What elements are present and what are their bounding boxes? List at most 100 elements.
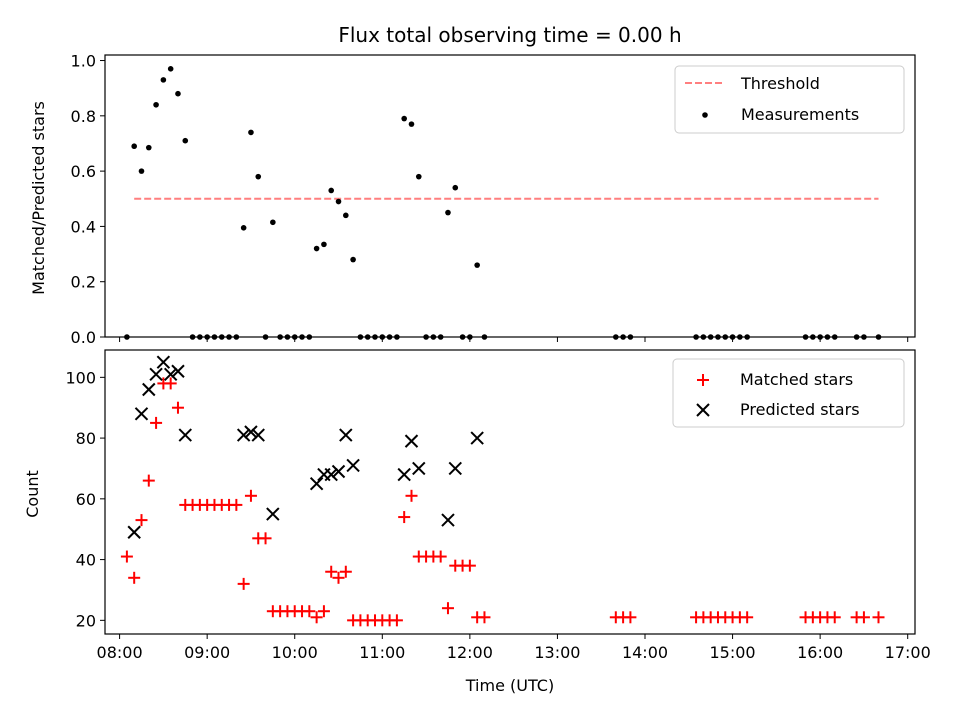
- matched-star-point: [463, 559, 476, 572]
- measurement-point: [744, 334, 750, 340]
- predicted-star-point: [309, 476, 324, 491]
- predicted-star-point: [331, 464, 346, 479]
- measurement-point: [817, 334, 823, 340]
- top-legend-frame: [674, 65, 905, 134]
- measurement-point: [810, 334, 816, 340]
- legend-predicted-label: Predicted stars: [740, 400, 860, 419]
- legend-matched-swatch: [697, 374, 709, 386]
- measurement-point: [408, 121, 415, 127]
- matched-star-point: [120, 550, 133, 563]
- bottom-y-tick-label: 40: [76, 551, 96, 570]
- measurement-point: [831, 334, 838, 340]
- measurement-point: [401, 115, 407, 122]
- matched-star-point: [150, 416, 163, 429]
- top-legend: Threshold Measurements: [674, 65, 905, 134]
- top-y-axis-label: Matched/Predicted stars: [29, 101, 48, 295]
- predicted-star-point: [324, 467, 338, 482]
- measurement-point: [861, 334, 867, 340]
- top-y-tick-label: 0.4: [71, 217, 96, 236]
- measurement-point: [321, 241, 327, 248]
- x-axis-label: Time (UTC): [465, 676, 554, 695]
- measurement-point: [693, 334, 699, 340]
- measurement-point: [277, 334, 283, 340]
- measurement-point: [255, 173, 262, 180]
- measurement-point: [715, 334, 721, 340]
- matched-star-point: [164, 377, 177, 390]
- x-tick-label: 12:00: [447, 643, 493, 662]
- measurement-point: [357, 334, 364, 340]
- measurement-point: [824, 334, 831, 340]
- matched-star-point: [339, 565, 352, 578]
- top-plot-area: 0.0 0.2 0.4 0.6 0.8 1.0: [71, 52, 916, 347]
- predicted-star-point: [412, 461, 426, 476]
- bottom-y-tick-label: 100: [65, 368, 96, 387]
- predicted-star-point: [266, 507, 280, 521]
- matched-star-point: [303, 605, 316, 618]
- matched-star-point: [135, 514, 148, 527]
- predicted-star-point: [441, 513, 455, 527]
- x-tick-label: 16:00: [797, 643, 843, 662]
- measurement-point: [124, 334, 130, 340]
- matched-star-point: [828, 611, 841, 624]
- predicted-star-point: [178, 428, 192, 442]
- predicted-star-point: [171, 364, 185, 378]
- measurement-point: [372, 334, 378, 340]
- measurement-point: [875, 334, 882, 340]
- measurement-point: [722, 334, 729, 340]
- bottom-y-tick-label: 20: [76, 611, 96, 630]
- measurement-point: [729, 334, 736, 340]
- measurement-point: [240, 224, 247, 231]
- predicted-star-point: [251, 428, 265, 442]
- measurement-point: [423, 334, 429, 340]
- legend-threshold-label: Threshold: [740, 74, 820, 93]
- bottom-y-axis-label: Count: [23, 470, 42, 518]
- measurement-point: [467, 334, 473, 340]
- top-y-tick-label: 0.2: [71, 273, 96, 292]
- bottom-y-tick-label: 60: [76, 490, 96, 509]
- predicted-star-point: [163, 367, 178, 382]
- measurement-point: [218, 334, 225, 340]
- predicted-star-point: [404, 434, 419, 448]
- matched-star-point: [405, 489, 418, 502]
- measurement-point: [452, 184, 459, 191]
- measurement-point: [197, 334, 203, 340]
- matched-star-point: [741, 611, 754, 624]
- legend-matched-label: Matched stars: [740, 370, 853, 389]
- bottom-y-tick-label: 80: [76, 429, 96, 448]
- measurement-point: [474, 262, 480, 268]
- measurement-point: [138, 168, 145, 174]
- measurement-point: [802, 334, 809, 340]
- legend-predicted-swatch: [696, 403, 710, 417]
- x-tick-label: 14:00: [622, 643, 668, 662]
- measurement-point: [328, 187, 335, 194]
- matched-star-point: [857, 611, 870, 624]
- matched-star-point: [624, 611, 637, 624]
- x-tick-label: 11:00: [359, 643, 405, 662]
- measurement-point: [175, 90, 181, 97]
- matched-star-point: [478, 611, 491, 624]
- matched-star-point: [434, 550, 447, 563]
- measurement-point: [613, 334, 619, 340]
- measurement-point: [620, 334, 626, 340]
- measurement-point: [211, 334, 218, 340]
- measurement-point: [627, 334, 634, 340]
- predicted-star-point: [134, 407, 149, 421]
- legend-measurements-label: Measurements: [741, 105, 859, 124]
- matched-star-point: [332, 571, 345, 584]
- measurement-point: [853, 334, 860, 340]
- measurement-point: [284, 334, 291, 340]
- measurement-point: [233, 334, 240, 340]
- matched-star-point: [237, 577, 250, 590]
- matched-star-point: [398, 511, 411, 524]
- matched-star-point: [441, 602, 454, 615]
- measurement-point: [700, 334, 707, 340]
- measurement-point: [160, 77, 167, 83]
- measurement-point: [335, 198, 342, 205]
- legend-measurements-swatch: [702, 112, 708, 118]
- measurement-point: [437, 334, 444, 340]
- x-tick-label: 08:00: [97, 643, 143, 662]
- predicted-star-point: [149, 367, 163, 382]
- predicted-star-point: [339, 428, 353, 442]
- predicted-star-point: [236, 428, 251, 442]
